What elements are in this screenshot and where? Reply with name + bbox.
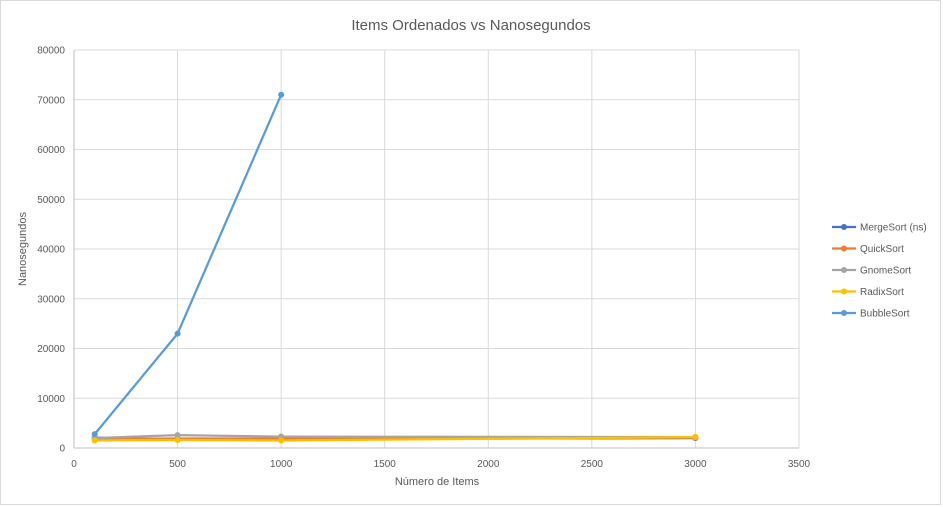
y-tick-label: 50000 xyxy=(37,195,65,206)
legend-label: MergeSort (ns) xyxy=(860,223,927,234)
gridlines xyxy=(74,49,800,448)
y-tick-label: 60000 xyxy=(37,145,65,156)
axes xyxy=(73,50,799,449)
x-tick-label: 2500 xyxy=(581,459,604,470)
series-line xyxy=(94,435,696,442)
x-tick-label: 1000 xyxy=(270,459,293,470)
y-tick-label: 20000 xyxy=(37,344,65,355)
x-tick-label: 500 xyxy=(169,459,186,470)
x-axis-title: Número de Items xyxy=(395,476,480,488)
legend-entry: BubbleSort xyxy=(832,309,910,320)
series-bubblesort xyxy=(91,91,285,438)
data-point xyxy=(692,434,699,441)
series-radixsort xyxy=(91,434,699,444)
y-tick-label: 30000 xyxy=(37,294,65,305)
series-line xyxy=(93,94,283,435)
y-tick-label: 10000 xyxy=(37,394,65,405)
legend: MergeSort (ns) QuickSort GnomeSort RadixSor… xyxy=(832,223,927,320)
x-tick-label: 3500 xyxy=(788,459,811,470)
y-tick-label: 0 xyxy=(59,444,65,455)
y-tick-label: 40000 xyxy=(37,245,65,256)
legend-label: BubbleSort xyxy=(860,309,910,320)
legend-entry: MergeSort (ns) xyxy=(832,223,927,234)
legend-swatch-marker xyxy=(841,288,847,295)
legend-swatch-marker xyxy=(841,310,847,316)
legend-label: QuickSort xyxy=(860,244,904,255)
data-point xyxy=(174,432,181,439)
y-tick-label: 70000 xyxy=(37,95,65,106)
legend-entry: RadixSort xyxy=(832,287,904,298)
legend-swatch-marker xyxy=(841,224,847,230)
legend-entry: QuickSort xyxy=(832,244,904,255)
chart-title: Items Ordenados vs Nanosegundos xyxy=(351,17,590,34)
y-tick-label: 80000 xyxy=(37,46,65,57)
series-layer xyxy=(91,91,699,444)
data-point xyxy=(278,437,285,444)
data-point xyxy=(174,437,181,444)
data-point xyxy=(174,330,181,337)
tick-labels: 0 500 1000 1500 2000 2500 3000 3500 0 10000 20000 3… xyxy=(37,46,810,471)
legend-label: RadixSort xyxy=(860,287,904,298)
legend-swatch-marker xyxy=(841,245,847,252)
y-axis-title: Nanosegundos xyxy=(17,212,29,287)
data-point xyxy=(91,431,98,438)
x-tick-label: 0 xyxy=(71,459,77,470)
legend-swatch-marker xyxy=(841,267,847,273)
data-point xyxy=(278,91,285,98)
legend-entry: GnomeSort xyxy=(832,266,911,277)
series-line xyxy=(94,433,696,440)
x-tick-label: 2000 xyxy=(477,459,500,470)
legend-label: GnomeSort xyxy=(860,266,911,277)
x-tick-label: 1500 xyxy=(374,459,397,470)
data-point xyxy=(91,437,98,444)
x-tick-label: 3000 xyxy=(684,459,707,470)
